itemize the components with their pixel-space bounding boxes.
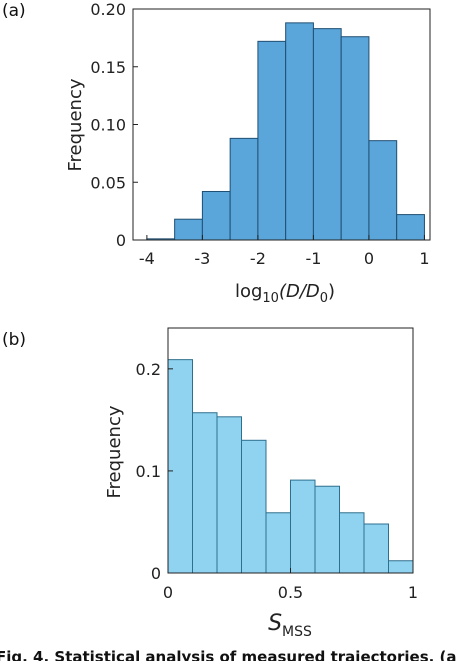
y-tick-label: 0.15 bbox=[90, 58, 126, 77]
histogram-bar bbox=[339, 512, 365, 574]
histogram-bar bbox=[314, 485, 340, 574]
histogram-bar bbox=[312, 28, 342, 241]
x-axis-label-b: SMSS bbox=[268, 611, 312, 640]
x-ticks-a: -4 -3 -2 -1 0 1 bbox=[139, 235, 430, 268]
histogram-bar bbox=[174, 218, 203, 241]
x-tick-label: -1 bbox=[305, 249, 321, 268]
x-axis-label-a: log10(D/D0) bbox=[235, 281, 335, 306]
x-tick-label: 1 bbox=[408, 583, 418, 602]
x-tick-label: 0.5 bbox=[278, 583, 303, 602]
histogram-bar bbox=[285, 22, 314, 241]
histogram-bar bbox=[216, 416, 242, 574]
y-tick-label: 0.2 bbox=[136, 360, 161, 379]
histogram-bar bbox=[368, 140, 398, 241]
y-axis-label-a: Frequency bbox=[65, 78, 86, 171]
y-tick-label: 0.10 bbox=[90, 116, 126, 135]
histogram-bar bbox=[241, 439, 267, 574]
histogram-bar bbox=[290, 479, 316, 574]
histogram-bar bbox=[363, 523, 389, 574]
histogram-bar bbox=[167, 359, 193, 574]
y-ticks-a: 0 0.05 0.10 0.15 0.20 bbox=[90, 0, 138, 250]
chart-b: (b) 0 0.5 1 00.10.2 Frequency SMSS bbox=[2, 327, 418, 640]
histogram-bar bbox=[229, 137, 259, 241]
figure-caption: Fig. 4. Statistical analysis of measured… bbox=[0, 648, 457, 661]
chart-a: (a) -4 -3 -2 -1 0 1 0 0.05 0.10 0.15 0.20 Frequen… bbox=[2, 0, 431, 306]
y-ticks-b: 0 0.1 0.2 bbox=[136, 360, 173, 583]
bars-a bbox=[146, 22, 425, 241]
y-tick-label: 0 bbox=[151, 564, 161, 583]
y-tick-label: 0 bbox=[116, 231, 126, 250]
histogram-bar bbox=[388, 560, 414, 574]
x-ticks-b: 0 0.5 1 bbox=[163, 568, 418, 602]
y-tick-label: 0.1 bbox=[136, 462, 161, 481]
x-tick-label: 0 bbox=[163, 583, 173, 602]
histogram-bar bbox=[396, 214, 425, 241]
histogram-bar bbox=[192, 412, 218, 574]
panel-label-a: (a) bbox=[2, 1, 26, 21]
y-tick-label: 0.20 bbox=[90, 0, 126, 19]
x-tick-label: 1 bbox=[419, 249, 429, 268]
panel-label-b: (b) bbox=[2, 330, 26, 350]
x-tick-label: -2 bbox=[250, 249, 266, 268]
x-tick-label: -4 bbox=[139, 249, 155, 268]
histogram-bar bbox=[340, 36, 370, 241]
histogram-bar bbox=[265, 512, 291, 574]
histogram-bar bbox=[257, 40, 287, 241]
x-tick-label: 0 bbox=[364, 249, 374, 268]
y-axis-label-b: Frequency bbox=[104, 405, 125, 498]
y-tick-label: 0.05 bbox=[90, 173, 126, 192]
bars-b bbox=[167, 359, 414, 574]
histogram-bar bbox=[201, 190, 231, 241]
x-tick-label: -3 bbox=[194, 249, 210, 268]
